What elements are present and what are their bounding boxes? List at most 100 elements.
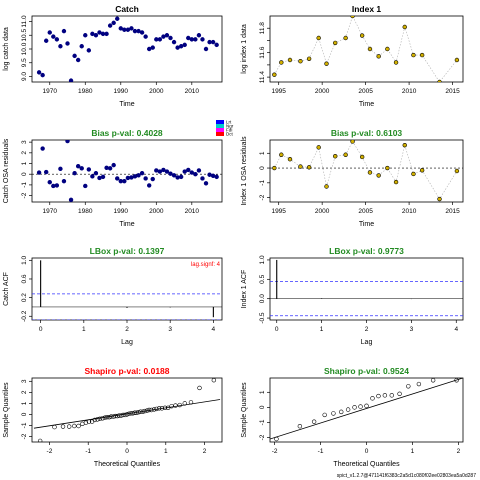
y-tick-label: 3 (21, 379, 28, 383)
data-point (60, 424, 66, 429)
data-point (132, 28, 138, 34)
data-point (350, 16, 355, 19)
data-point (68, 78, 74, 82)
data-point (92, 417, 98, 423)
x-tick-label: 2000 (315, 88, 330, 95)
data-point (143, 34, 148, 39)
data-point (324, 61, 329, 66)
data-point (100, 416, 105, 421)
data-point (79, 166, 84, 171)
data-point (164, 33, 170, 38)
data-point (97, 30, 102, 35)
data-point (61, 178, 67, 184)
y-tick-label: 10.5 (21, 29, 28, 42)
y-tick-label: -1 (259, 180, 266, 186)
y-tick-label: 1 (259, 151, 266, 155)
data-point (196, 33, 202, 38)
data-point (411, 52, 416, 58)
data-point (154, 406, 159, 412)
y-tick-label: 0 (21, 172, 28, 176)
data-point (159, 406, 165, 411)
y-tick-label: 1 (21, 401, 28, 405)
plot-area (270, 259, 463, 317)
data-point (178, 44, 184, 49)
data-point (95, 417, 100, 422)
data-point (345, 407, 351, 412)
x-axis-label: Time (359, 101, 374, 108)
data-point (36, 70, 42, 75)
x-tick-label: 0 (365, 448, 369, 455)
data-point (370, 396, 375, 401)
x-tick-label: 1 (411, 448, 415, 455)
data-point (157, 169, 163, 174)
data-point (169, 403, 174, 409)
plot-frame (269, 257, 464, 321)
data-point (161, 34, 166, 39)
data-point (139, 170, 145, 176)
data-point (157, 37, 163, 42)
data-point (54, 37, 60, 42)
series-line (274, 140, 458, 200)
x-tick-label: 2000 (149, 208, 164, 215)
y-tick-label: 0 (21, 412, 28, 416)
data-point (51, 183, 56, 189)
data-point (168, 35, 173, 41)
data-point (333, 40, 338, 46)
y-tick-label: 10.0 (21, 42, 28, 55)
chart-catch-qq: Shapiro p-val: 0.0188 -2 -1 0 1 2 -2 -1 0 1 2 3 Theo… (3, 366, 223, 468)
y-tick-label: 11.4 (259, 71, 266, 84)
data-point (454, 378, 459, 383)
data-point (143, 176, 148, 181)
chart-index1: Index 1 1995 2000 2005 2010 2015 11.4 11.6 11.8 T… (241, 4, 464, 108)
legend-label: Ngr (226, 124, 234, 129)
data-point (339, 409, 344, 415)
data-point (274, 436, 279, 442)
data-point (146, 183, 152, 188)
data-point (154, 37, 159, 42)
data-point (207, 172, 212, 177)
x-tick-label: -2 (47, 448, 53, 455)
x-tick-label: 4 (212, 326, 216, 333)
x-tick-label: 1 (82, 326, 86, 333)
y-axis-label: Sample Quantiles (241, 382, 248, 438)
data-point (44, 38, 49, 43)
y-axis-label: Index 1 ACF (241, 270, 248, 309)
plot-area (272, 16, 460, 82)
data-point (139, 30, 145, 35)
data-point (419, 168, 425, 173)
data-point (171, 173, 177, 178)
x-axis-label: Lag (361, 339, 373, 346)
data-point (40, 72, 45, 78)
data-point (93, 170, 99, 176)
data-point (430, 378, 436, 383)
data-point (182, 401, 187, 406)
data-point (287, 156, 293, 162)
data-point (359, 154, 365, 160)
x-tick-label: 2 (125, 326, 129, 333)
data-point (97, 416, 103, 422)
data-point (419, 52, 425, 58)
x-tick-label: 4 (454, 326, 458, 333)
chart-title: LBox p-val: 0.9773 (329, 246, 404, 256)
chart-title: Catch (115, 4, 139, 14)
data-point (75, 163, 81, 169)
data-point (136, 410, 141, 415)
data-point (86, 48, 92, 53)
data-point (210, 173, 216, 179)
data-point (36, 170, 42, 175)
data-point (193, 37, 198, 42)
x-tick-label: 0 (125, 448, 129, 455)
y-tick-label: 11.8 (259, 22, 266, 35)
data-point (376, 173, 381, 178)
data-point (272, 165, 277, 171)
data-point (83, 33, 88, 38)
data-point (182, 169, 187, 174)
x-axis-label: Time (119, 221, 134, 228)
data-point (189, 37, 195, 42)
data-point (146, 407, 152, 413)
plot-area (270, 378, 463, 442)
data-point (125, 175, 131, 181)
data-point (72, 170, 77, 176)
data-point (150, 45, 155, 50)
data-point (47, 30, 52, 35)
